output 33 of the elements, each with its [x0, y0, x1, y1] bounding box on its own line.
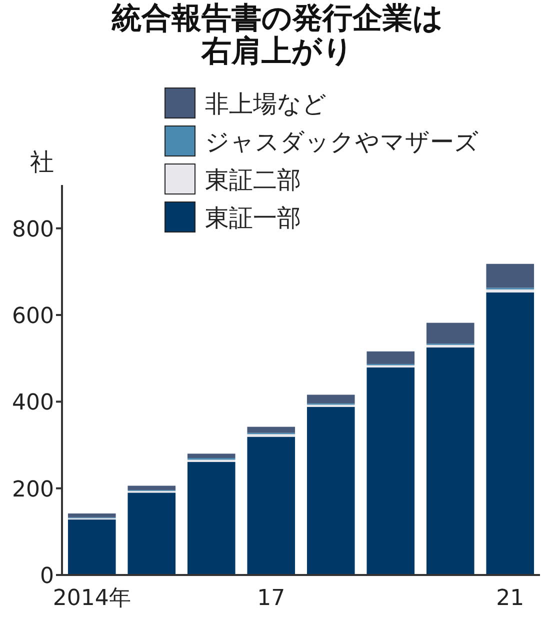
legend-label: 非上場など	[205, 90, 327, 118]
x-tick-label: 21	[496, 586, 524, 611]
bar	[486, 264, 534, 288]
x-tick-label: 17	[257, 586, 286, 611]
y-tick-label: 800	[12, 217, 54, 242]
y-tick-label: 600	[12, 304, 54, 329]
bar	[306, 406, 355, 575]
bar	[366, 367, 415, 575]
bar	[247, 434, 296, 437]
bar	[426, 344, 474, 348]
y-tick-label: 200	[12, 477, 54, 502]
bar	[366, 351, 415, 364]
bar	[306, 394, 355, 404]
bar	[486, 292, 534, 575]
bar	[426, 348, 474, 575]
bar	[128, 492, 176, 575]
y-tick-label: 0	[40, 564, 54, 589]
bar	[68, 513, 116, 518]
bar	[128, 486, 176, 490]
bar	[247, 436, 296, 575]
y-tick-label: 400	[12, 390, 54, 416]
legend-label: 東証一部	[205, 204, 301, 232]
bar	[486, 289, 534, 292]
bar	[68, 520, 116, 575]
chart-title: 統合報告書の発行企業は右肩上がり	[110, 1, 444, 69]
legend-label: ジャスダックやマザーズ	[205, 128, 479, 156]
legend-label: 東証二部	[205, 166, 301, 194]
x-tick-label: 2014年	[52, 586, 131, 611]
y-axis-title: 社	[30, 148, 54, 176]
bar	[187, 454, 236, 458]
bar	[426, 322, 474, 344]
bar	[187, 462, 236, 575]
bar	[247, 426, 296, 433]
